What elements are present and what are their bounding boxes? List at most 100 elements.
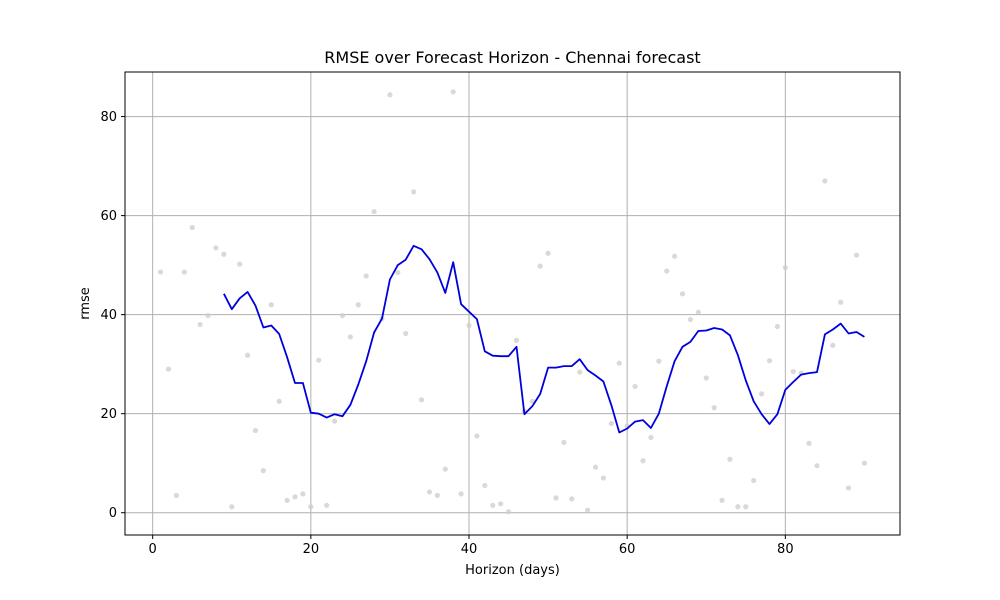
scatter-point — [585, 507, 591, 513]
scatter-point — [569, 496, 575, 502]
scatter-point — [790, 368, 796, 375]
x-tick-label: 0 — [149, 542, 157, 557]
scatter-point — [244, 352, 251, 358]
scatter-point — [806, 440, 812, 446]
scatter-point — [553, 495, 559, 501]
scatter-point — [205, 313, 211, 319]
scatter-point — [474, 433, 480, 439]
scatter-point — [308, 504, 314, 510]
y-tick-label: 0 — [109, 506, 117, 521]
scatter-point — [434, 492, 440, 498]
scatter-point — [861, 460, 868, 466]
scatter-point — [782, 264, 788, 271]
scatter-point — [173, 492, 180, 498]
scatter-point — [221, 251, 227, 257]
scatter-point — [260, 468, 266, 474]
scatter-point — [347, 334, 353, 340]
scatter-point — [339, 313, 346, 319]
scatter-point — [331, 418, 338, 424]
scatter-point — [656, 358, 662, 364]
scatter-point — [371, 209, 377, 215]
scatter-point — [513, 337, 520, 343]
scatter-point — [830, 342, 836, 348]
scatter-point — [545, 250, 551, 256]
grid — [125, 72, 900, 535]
x-tick-label: 20 — [303, 542, 320, 557]
y-tick-label: 20 — [100, 407, 117, 422]
scatter-point — [719, 497, 725, 503]
axis-ticks: 0 20 40 60 80 0 20 40 60 80 — [100, 110, 793, 557]
scatter-point — [703, 375, 709, 381]
scatter-point — [592, 464, 599, 470]
scatter-point — [157, 269, 164, 275]
scatter-point — [735, 504, 741, 510]
scatter-point — [229, 504, 235, 510]
rmse-line — [223, 244, 865, 434]
scatter-point — [197, 321, 203, 328]
scatter-point — [426, 489, 433, 495]
scatter-point — [482, 482, 488, 489]
scatter-point — [181, 269, 187, 275]
scatter-point — [727, 456, 733, 462]
scatter-point — [814, 463, 820, 469]
scatter-point — [450, 89, 456, 95]
plot-frame — [124, 71, 901, 536]
scatter-point — [687, 316, 694, 323]
scatter-point — [822, 178, 828, 184]
scatter-point — [529, 398, 535, 404]
scatter-point — [411, 189, 417, 195]
scatter-point — [759, 391, 765, 397]
y-tick-label: 80 — [100, 110, 117, 125]
scatter-point — [664, 268, 670, 274]
scatter-point — [608, 420, 614, 427]
scatter-point — [774, 323, 781, 330]
scatter-point — [648, 434, 654, 441]
scatter-point — [458, 491, 464, 497]
scatter-point — [672, 253, 678, 259]
scatter-point — [537, 263, 543, 269]
scatter-series — [157, 89, 868, 515]
scatter-point — [363, 273, 369, 279]
x-tick-label: 60 — [619, 542, 636, 557]
scatter-point — [498, 501, 504, 507]
scatter-point — [600, 475, 607, 481]
scatter-point — [213, 245, 219, 251]
scatter-point — [616, 360, 622, 366]
scatter-point — [292, 494, 298, 500]
scatter-point — [276, 398, 282, 404]
scatter-point — [845, 485, 852, 491]
x-axis-label: Horizon (days) — [465, 563, 560, 578]
scatter-point — [418, 397, 425, 403]
scatter-point — [632, 383, 638, 390]
scatter-point — [766, 358, 773, 364]
scatter-point — [165, 366, 172, 372]
y-axis-label: rmse — [78, 287, 93, 320]
line-series — [223, 244, 865, 434]
scatter-point — [189, 224, 195, 231]
scatter-point — [679, 291, 686, 297]
scatter-point — [316, 357, 322, 363]
scatter-point — [711, 405, 717, 411]
scatter-point — [355, 302, 361, 308]
scatter-point — [268, 302, 274, 308]
scatter-point — [743, 504, 749, 510]
scatter-point — [237, 261, 243, 267]
scatter-point — [853, 252, 860, 258]
chart-title: RMSE over Forecast Horizon - Chennai for… — [324, 48, 700, 67]
scatter-point — [561, 439, 567, 445]
y-tick-label: 60 — [100, 209, 117, 224]
scatter-point — [577, 369, 583, 375]
scatter-point — [395, 269, 401, 276]
x-tick-label: 40 — [461, 542, 478, 557]
scatter-point — [252, 427, 259, 434]
scatter-point — [403, 330, 409, 337]
scatter-point — [284, 497, 290, 503]
scatter-point — [300, 491, 306, 497]
scatter-point — [838, 299, 844, 305]
scatter-point — [640, 458, 646, 464]
scatter-point — [387, 92, 393, 98]
scatter-point — [490, 502, 496, 508]
scatter-point — [466, 322, 472, 329]
scatter-point — [442, 466, 448, 472]
